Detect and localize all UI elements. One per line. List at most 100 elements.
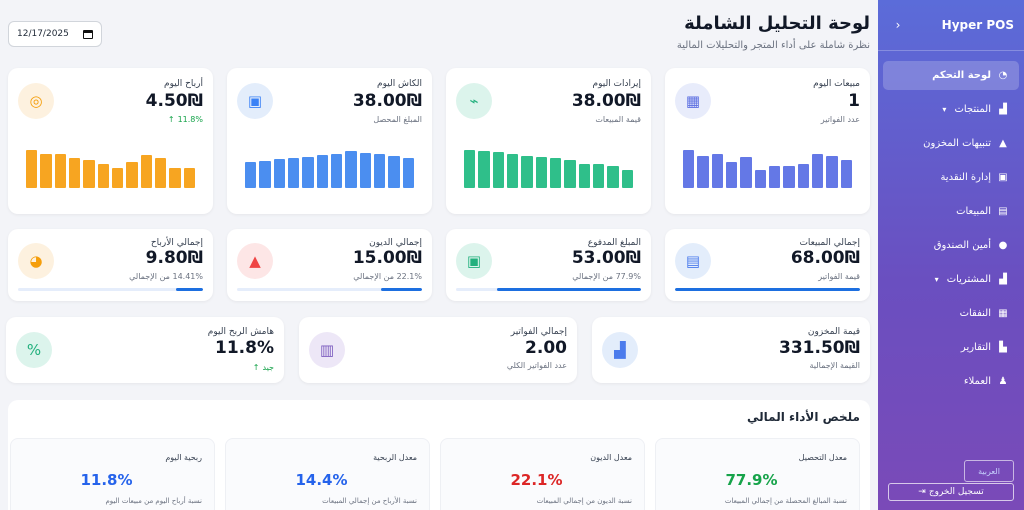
- total-sub: 22.1% من الإجمالي: [353, 272, 422, 281]
- total-value: 15.00₪: [352, 248, 422, 268]
- mini-bar: [111, 168, 124, 188]
- mini-bar: [330, 153, 343, 188]
- logout-button[interactable]: تسجيل الخروج ⇥: [888, 483, 1014, 501]
- summary-card: معدل الديون 22.1% نسبة الديون من إجمالي …: [440, 438, 645, 510]
- sidebar-divider: [878, 50, 1024, 51]
- sidebar-item-label: العملاء: [963, 376, 991, 387]
- summary-label: ربحية اليوم: [165, 453, 202, 462]
- mini-bar: [68, 158, 81, 188]
- mini-bar: [140, 155, 152, 188]
- sidebar-item[interactable]: ▟ المنتجات ▾: [883, 95, 1019, 124]
- mini-bar: [768, 166, 781, 188]
- total-card: إجمالي المبيعات 68.00₪ قيمة الفواتير ▤: [665, 229, 870, 301]
- summary-value: 77.9%: [725, 471, 778, 489]
- mini-bar: [711, 154, 723, 188]
- sidebar-item-icon: ◔: [998, 70, 1008, 81]
- sidebar-item[interactable]: ▙ التقارير: [883, 333, 1019, 362]
- sidebar-item-icon: ●: [998, 240, 1008, 251]
- mini-bar-chart: [245, 148, 414, 188]
- sidebar-item[interactable]: ▣ إدارة النقدية: [883, 163, 1019, 192]
- stat-card: إيرادات اليوم 38.00₪ قيمة المبيعات ⌁: [446, 68, 651, 214]
- mini-bar: [754, 170, 766, 188]
- sidebar-header: Hyper POS ‹: [878, 0, 1024, 50]
- mini-bar: [549, 158, 562, 188]
- inventory-value: 11.8%: [215, 338, 274, 358]
- stat-value: 38.00₪: [352, 91, 422, 111]
- sidebar-item[interactable]: ◔ لوحة التحكم: [883, 61, 1019, 90]
- stat-sub: المبلغ المحصل: [373, 115, 422, 124]
- mini-bar: [97, 164, 109, 188]
- stat-label: الكاش اليوم: [377, 79, 422, 89]
- trend-indicator: ↑ جيد: [253, 363, 274, 372]
- mini-bar: [126, 162, 138, 188]
- trend-indicator: ↑ 11.8%: [168, 115, 203, 124]
- mini-bar: [535, 156, 547, 188]
- sidebar-item-label: المشتريات: [946, 274, 991, 285]
- inventory-card: إجمالي الفواتير 2.00 عدد الفواتير الكلي …: [299, 317, 577, 383]
- progress-fill: [675, 288, 860, 291]
- total-label: إجمالي المبيعات: [799, 238, 860, 248]
- mini-bar-chart: [683, 148, 852, 188]
- stat-value: 1: [848, 91, 860, 111]
- stat-card: مبيعات اليوم 1 عدد الفواتير ▦: [665, 68, 870, 214]
- inventory-label: إجمالي الفواتير: [510, 327, 567, 337]
- sidebar-item-label: التقارير: [960, 342, 991, 353]
- date-picker[interactable]: 12/17/2025: [8, 21, 102, 47]
- summary-value: 11.8%: [80, 471, 133, 489]
- mini-bar: [316, 155, 328, 188]
- chevron-down-icon: ▾: [934, 275, 939, 284]
- sidebar-item[interactable]: ▲ تنبيهات المخزون: [883, 129, 1019, 158]
- invoice-icon: ▤: [675, 243, 711, 279]
- total-value: 53.00₪: [571, 248, 641, 268]
- mini-bar: [183, 168, 195, 188]
- page-subtitle: نظرة شاملة على أداء المتجر والتحليلات ال…: [676, 40, 870, 51]
- mini-bar: [54, 154, 66, 188]
- logout-label: تسجيل الخروج: [928, 487, 984, 497]
- sidebar-item[interactable]: ▤ المبيعات: [883, 197, 1019, 226]
- file-invoice-icon: ▥: [309, 332, 345, 368]
- inventory-value: 2.00: [525, 338, 567, 358]
- mini-bar: [783, 166, 795, 188]
- money-icon: ▣: [456, 243, 492, 279]
- brand-name: Hyper POS: [941, 18, 1014, 32]
- mini-bar: [811, 154, 824, 188]
- mini-bar: [564, 160, 576, 188]
- sidebar-item-icon: ▟: [999, 104, 1007, 115]
- stat-card: الكاش اليوم 38.00₪ المبلغ المحصل ▣: [227, 68, 432, 214]
- mini-bar: [345, 151, 357, 188]
- progress-bar: [675, 288, 860, 291]
- sidebar-item[interactable]: ● أمين الصندوق: [883, 231, 1019, 260]
- sidebar-item-label: المنتجات: [954, 104, 991, 115]
- summary-desc: نسبة أرباح اليوم من مبيعات اليوم: [105, 497, 202, 505]
- date-value: 12/17/2025: [17, 29, 69, 39]
- inventory-card: قيمة المخزون 331.50₪ القيمة الإجمالية ▟: [592, 317, 870, 383]
- language-button[interactable]: العربية: [964, 460, 1014, 482]
- sidebar-item-label: النفقات: [959, 308, 991, 319]
- mini-bar: [83, 160, 95, 188]
- sidebar-item-icon: ♟: [998, 376, 1008, 387]
- mini-bar: [154, 158, 167, 188]
- collapse-sidebar-icon[interactable]: ‹: [895, 18, 901, 32]
- mini-bar: [464, 150, 476, 188]
- summary-desc: نسبة المبالغ المحصلة من إجمالي المبيعات: [724, 497, 847, 505]
- sidebar-item[interactable]: ▟ المشتريات ▾: [883, 265, 1019, 294]
- stat-value: 4.50₪: [145, 91, 203, 111]
- progress-bar: [237, 288, 422, 291]
- inventory-label: قيمة المخزون: [807, 327, 860, 337]
- sidebar-item-label: أمين الصندوق: [933, 240, 991, 251]
- page-title: لوحة التحليل الشاملة: [684, 13, 870, 34]
- summary-value: 22.1%: [510, 471, 563, 489]
- summary-label: معدل الربحية: [373, 453, 417, 462]
- summary-card: ربحية اليوم 11.8% نسبة أرباح اليوم من مب…: [10, 438, 215, 510]
- summary-card: معدل التحصيل 77.9% نسبة المبالغ المحصلة …: [655, 438, 860, 510]
- total-card: إجمالي الديون 15.00₪ 22.1% من الإجمالي ▲: [227, 229, 432, 301]
- chart-line-icon: ⌁: [456, 83, 492, 119]
- sidebar-item[interactable]: ♟ العملاء: [883, 367, 1019, 396]
- stat-sub: عدد الفواتير: [820, 115, 860, 124]
- mini-bar: [592, 164, 605, 188]
- arrow-up-icon: ↑: [167, 115, 175, 124]
- inventory-card: هامش الربح اليوم 11.8% ↑ جيد %: [6, 317, 284, 383]
- sidebar-item[interactable]: ▦ النفقات: [883, 299, 1019, 328]
- mini-bar-chart: [464, 148, 633, 188]
- calendar-icon: [83, 29, 93, 39]
